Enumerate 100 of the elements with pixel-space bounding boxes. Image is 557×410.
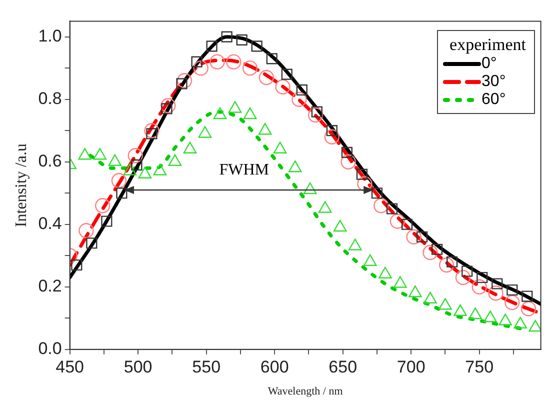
point bbox=[424, 292, 437, 304]
x-tick-label: 450 bbox=[56, 357, 84, 376]
point bbox=[371, 188, 383, 199]
point bbox=[504, 294, 520, 310]
point bbox=[520, 301, 536, 316]
x-axis-title: Wavelength / nm bbox=[268, 385, 344, 398]
point bbox=[506, 284, 518, 296]
point bbox=[498, 314, 512, 326]
point bbox=[528, 320, 541, 332]
point bbox=[522, 290, 533, 302]
point bbox=[454, 304, 467, 316]
point bbox=[340, 154, 356, 170]
point bbox=[476, 272, 488, 284]
point bbox=[406, 229, 422, 244]
point bbox=[153, 164, 167, 176]
point bbox=[108, 154, 122, 166]
point bbox=[86, 238, 98, 249]
point bbox=[288, 160, 302, 172]
point bbox=[206, 40, 218, 52]
point bbox=[266, 53, 278, 64]
x-tick-label: 500 bbox=[124, 357, 152, 376]
point bbox=[432, 244, 443, 255]
point bbox=[303, 182, 317, 194]
point bbox=[318, 201, 332, 213]
point bbox=[183, 142, 197, 154]
point bbox=[488, 286, 504, 301]
point bbox=[390, 214, 406, 229]
point bbox=[341, 146, 352, 158]
point bbox=[333, 220, 347, 232]
point bbox=[168, 154, 182, 166]
point bbox=[492, 278, 503, 290]
x-tick-label: 700 bbox=[396, 357, 426, 376]
point bbox=[213, 107, 227, 120]
point bbox=[71, 259, 82, 271]
legend-title: experiment bbox=[448, 35, 526, 55]
x-tick-label: 550 bbox=[192, 357, 221, 376]
legend-label: 60° bbox=[482, 91, 506, 109]
text: 1.0 bbox=[38, 26, 62, 46]
point bbox=[226, 54, 242, 70]
point bbox=[484, 310, 497, 322]
x-tick-label: 750 bbox=[465, 357, 494, 376]
point bbox=[131, 159, 142, 171]
point bbox=[364, 254, 377, 266]
point bbox=[438, 298, 452, 310]
point bbox=[193, 60, 208, 76]
point bbox=[416, 231, 428, 242]
y-tick-label: 0.6 bbox=[38, 152, 62, 171]
point bbox=[324, 129, 340, 144]
point bbox=[514, 316, 527, 328]
point bbox=[455, 270, 471, 286]
point bbox=[408, 286, 422, 298]
point bbox=[258, 70, 274, 86]
y-tick-label: 0.2 bbox=[38, 276, 62, 296]
point bbox=[401, 218, 413, 230]
point bbox=[111, 173, 127, 188]
point bbox=[258, 123, 272, 135]
point bbox=[472, 279, 487, 294]
point bbox=[144, 123, 160, 138]
x-tick-label: 650 bbox=[328, 357, 358, 376]
point bbox=[198, 126, 212, 138]
point bbox=[191, 56, 202, 68]
point bbox=[221, 31, 232, 42]
point bbox=[93, 148, 107, 160]
point bbox=[243, 107, 257, 120]
point bbox=[128, 148, 143, 164]
legend-label: 0° bbox=[482, 55, 497, 73]
y-axis-title: Intensity /a.u bbox=[12, 144, 30, 228]
y-tick-label: 0.8 bbox=[38, 89, 62, 108]
point bbox=[462, 266, 473, 277]
point bbox=[386, 203, 398, 214]
point bbox=[273, 142, 287, 154]
point bbox=[138, 166, 152, 178]
point bbox=[281, 68, 292, 80]
point bbox=[326, 125, 338, 136]
point bbox=[356, 168, 368, 180]
point bbox=[101, 216, 112, 227]
annotation: FWHM bbox=[219, 162, 269, 179]
point bbox=[94, 198, 110, 214]
point bbox=[78, 223, 94, 238]
point bbox=[308, 107, 324, 123]
point bbox=[378, 266, 392, 278]
point bbox=[160, 98, 176, 114]
point bbox=[275, 79, 290, 94]
y-tick-label: 0.4 bbox=[38, 214, 62, 234]
point bbox=[422, 244, 438, 260]
point bbox=[348, 238, 362, 250]
point bbox=[116, 188, 128, 199]
legend-label: 30° bbox=[482, 73, 506, 91]
point bbox=[78, 148, 92, 160]
point bbox=[242, 60, 258, 76]
point bbox=[251, 40, 262, 52]
point bbox=[210, 54, 225, 70]
point bbox=[176, 72, 192, 88]
text: 0.0 bbox=[38, 339, 62, 358]
point bbox=[373, 198, 389, 214]
point bbox=[357, 176, 372, 192]
x-tick-label: 600 bbox=[260, 357, 289, 376]
point bbox=[236, 34, 248, 46]
point bbox=[439, 257, 454, 273]
point bbox=[394, 276, 407, 288]
